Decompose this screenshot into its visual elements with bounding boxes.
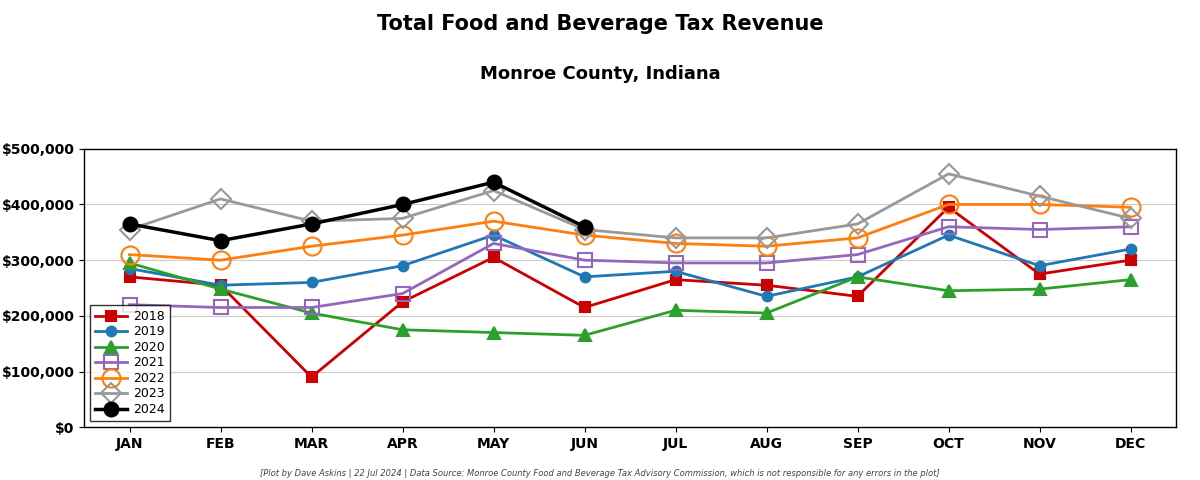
2020 <box>305 310 319 316</box>
2022 <box>668 240 683 246</box>
2023 <box>941 171 955 177</box>
2020 <box>214 286 228 292</box>
2019 <box>1123 246 1138 252</box>
2022 <box>760 243 774 249</box>
2020 <box>668 307 683 313</box>
2023 <box>760 235 774 241</box>
2021 <box>214 305 228 311</box>
2019 <box>941 232 955 238</box>
2020 <box>851 274 865 280</box>
2024 <box>486 180 500 185</box>
2022 <box>941 202 955 207</box>
2018 <box>305 374 319 380</box>
2022 <box>214 257 228 263</box>
2018 <box>122 274 137 280</box>
2019 <box>214 282 228 288</box>
2020 <box>760 310 774 316</box>
2020 <box>577 333 592 338</box>
2019 <box>395 263 409 269</box>
2019 <box>486 232 500 238</box>
2024 <box>395 202 409 207</box>
2020 <box>941 288 955 294</box>
2019 <box>1032 263 1046 269</box>
2023 <box>395 216 409 221</box>
Text: Total Food and Beverage Tax Revenue: Total Food and Beverage Tax Revenue <box>377 14 823 35</box>
2022 <box>305 243 319 249</box>
2021 <box>941 224 955 229</box>
2022 <box>122 252 137 257</box>
Line: 2022: 2022 <box>120 195 1140 269</box>
Legend: 2018, 2019, 2020, 2021, 2022, 2023, 2024: 2018, 2019, 2020, 2021, 2022, 2023, 2024 <box>90 305 169 421</box>
2021 <box>760 260 774 266</box>
2024 <box>577 224 592 229</box>
Line: 2023: 2023 <box>122 167 1138 245</box>
2020 <box>486 330 500 336</box>
2020 <box>122 260 137 266</box>
2018 <box>486 254 500 260</box>
2020 <box>1032 286 1046 292</box>
2019 <box>577 274 592 280</box>
2023 <box>851 221 865 227</box>
2023 <box>1032 193 1046 199</box>
2018 <box>577 305 592 311</box>
2021 <box>486 240 500 246</box>
2022 <box>851 235 865 241</box>
2018 <box>1032 271 1046 277</box>
Line: 2021: 2021 <box>122 220 1138 314</box>
Text: [Plot by Dave Askins | 22 Jul 2024 | Data Source: Monroe County Food and Beverag: [Plot by Dave Askins | 22 Jul 2024 | Dat… <box>260 468 940 478</box>
2021 <box>1032 227 1046 232</box>
2021 <box>851 252 865 257</box>
Line: 2024: 2024 <box>122 175 592 248</box>
2024 <box>305 221 319 227</box>
2021 <box>1123 224 1138 229</box>
Line: 2018: 2018 <box>125 203 1135 382</box>
2018 <box>760 282 774 288</box>
2018 <box>1123 257 1138 263</box>
2023 <box>577 227 592 232</box>
2022 <box>1123 204 1138 210</box>
2018 <box>851 293 865 299</box>
Text: Monroe County, Indiana: Monroe County, Indiana <box>480 65 720 83</box>
2019 <box>305 279 319 285</box>
2021 <box>305 305 319 311</box>
2023 <box>1123 216 1138 221</box>
Line: 2019: 2019 <box>125 230 1135 301</box>
2022 <box>486 218 500 224</box>
2024 <box>122 221 137 227</box>
2021 <box>668 260 683 266</box>
2021 <box>122 302 137 308</box>
2020 <box>395 327 409 333</box>
2021 <box>577 257 592 263</box>
2022 <box>577 232 592 238</box>
2019 <box>851 274 865 280</box>
2024 <box>214 238 228 243</box>
2019 <box>122 265 137 271</box>
2023 <box>122 227 137 232</box>
2019 <box>760 293 774 299</box>
2023 <box>668 235 683 241</box>
2020 <box>1123 277 1138 283</box>
2023 <box>305 218 319 224</box>
2018 <box>668 277 683 283</box>
2018 <box>214 282 228 288</box>
2018 <box>395 299 409 305</box>
2022 <box>395 232 409 238</box>
2018 <box>941 204 955 210</box>
2023 <box>486 188 500 193</box>
2019 <box>668 268 683 274</box>
2021 <box>395 291 409 297</box>
2022 <box>1032 202 1046 207</box>
2023 <box>214 196 228 202</box>
Line: 2020: 2020 <box>124 257 1136 341</box>
